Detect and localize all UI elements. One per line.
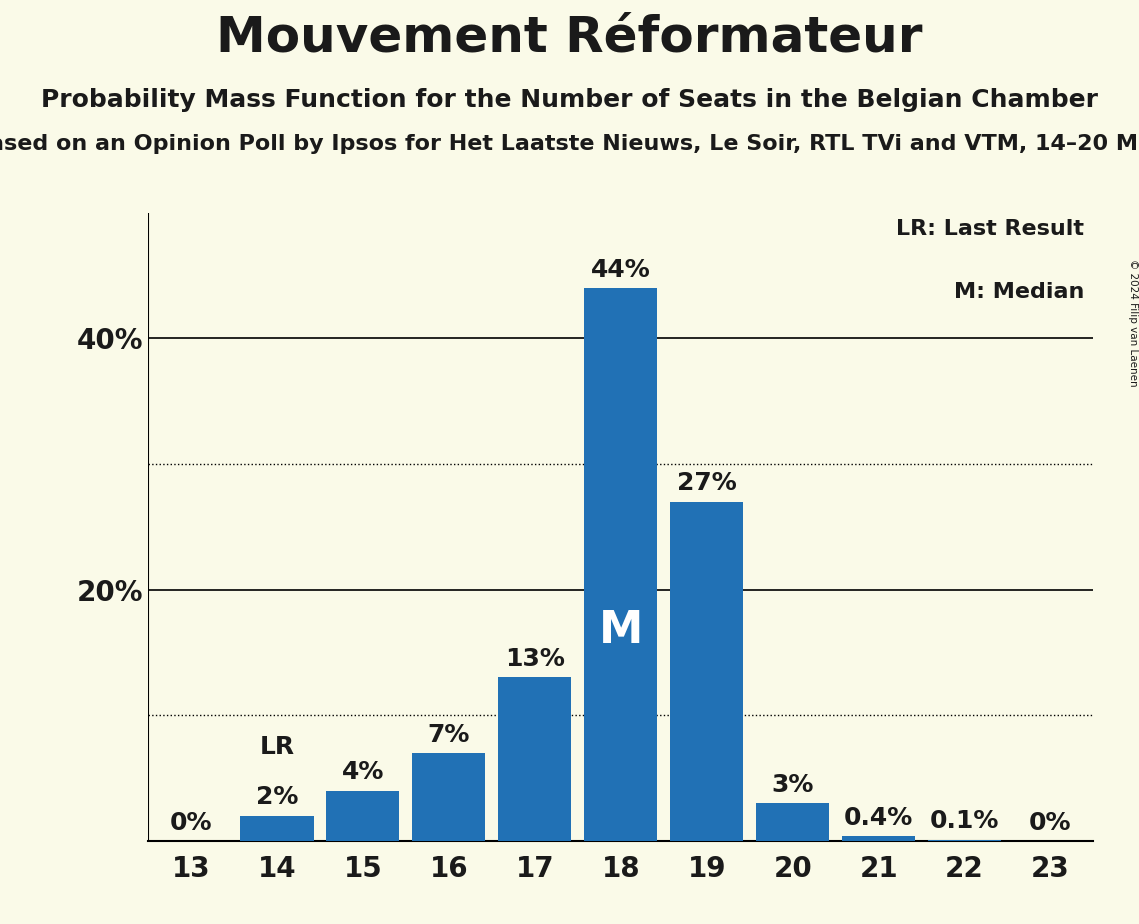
Text: Probability Mass Function for the Number of Seats in the Belgian Chamber: Probability Mass Function for the Number… <box>41 88 1098 112</box>
Text: 2%: 2% <box>256 785 298 809</box>
Bar <box>327 791 400 841</box>
Text: Mouvement Réformateur: Mouvement Réformateur <box>216 14 923 62</box>
Bar <box>498 677 572 841</box>
Text: 0%: 0% <box>1030 810 1072 834</box>
Bar <box>670 502 744 841</box>
Text: M: M <box>599 609 642 652</box>
Bar <box>756 803 829 841</box>
Bar <box>584 288 657 841</box>
Text: LR: LR <box>260 736 295 760</box>
Bar <box>842 836 915 841</box>
Text: 44%: 44% <box>591 258 650 282</box>
Text: 27%: 27% <box>677 471 737 495</box>
Text: 0.4%: 0.4% <box>844 806 913 830</box>
Text: 0.1%: 0.1% <box>929 809 999 833</box>
Text: LR: Last Result: LR: Last Result <box>896 219 1084 238</box>
Text: 13%: 13% <box>505 647 565 671</box>
Text: Based on an Opinion Poll by Ipsos for Het Laatste Nieuws, Le Soir, RTL TVi and V: Based on an Opinion Poll by Ipsos for He… <box>0 134 1139 154</box>
Text: M: Median: M: Median <box>953 282 1084 301</box>
Text: 0%: 0% <box>170 810 212 834</box>
Text: 4%: 4% <box>342 760 384 784</box>
Bar <box>412 753 485 841</box>
Text: 7%: 7% <box>427 723 470 747</box>
Bar <box>928 840 1001 841</box>
Text: © 2024 Filip van Laenen: © 2024 Filip van Laenen <box>1129 259 1138 386</box>
Bar <box>240 816 313 841</box>
Text: 3%: 3% <box>771 772 814 796</box>
